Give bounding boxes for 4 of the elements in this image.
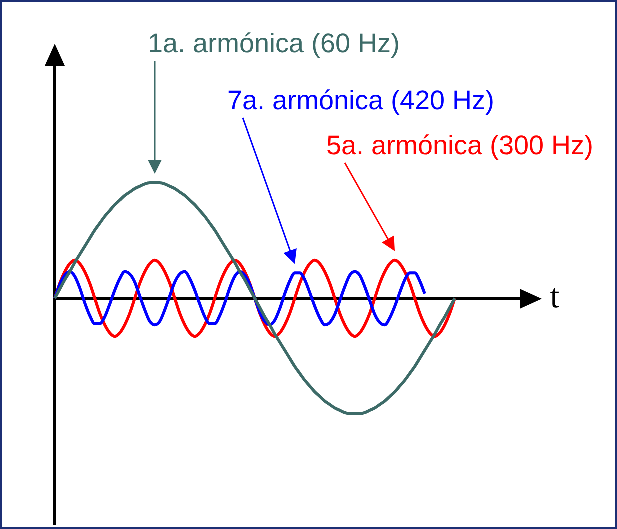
- text: 5a. armónica (300 Hz): [326, 130, 594, 160]
- text: 1a. armónica (60 Hz): [148, 28, 400, 58]
- text: 7a. armónica (420 Hz): [227, 85, 495, 116]
- x-axis-title: t: [550, 278, 560, 316]
